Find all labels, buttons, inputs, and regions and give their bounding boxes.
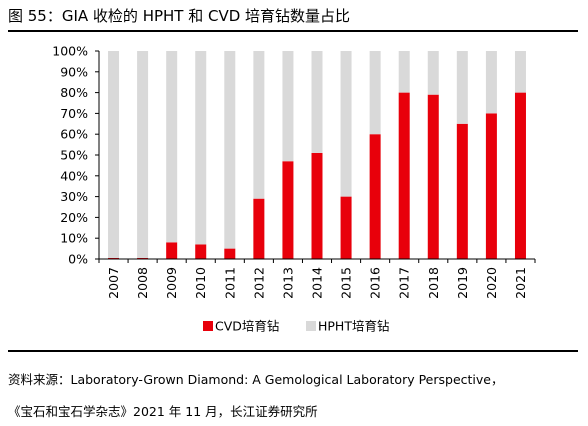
- bar-cvd-2007: [108, 257, 120, 259]
- bar-cvd-2010: [195, 244, 207, 259]
- bars-layer: [108, 51, 526, 260]
- figure-title: 图 55：GIA 收检的 HPHT 和 CVD 培育钻数量占比: [8, 7, 351, 25]
- y-tick-label: 80%: [60, 85, 88, 100]
- legend-swatch-cvd: [203, 321, 213, 331]
- y-tick-label: 10%: [60, 231, 88, 246]
- y-tick-label: 70%: [60, 106, 88, 121]
- x-tick-labels: 2007 2008 2009 2010 2011 2012 2013 2014 2015 2016…: [106, 267, 528, 299]
- top-rule: [8, 30, 578, 32]
- bar-cvd-2015: [340, 196, 352, 259]
- bar-cvd-2014: [311, 152, 323, 259]
- x-tick-label: 2009: [164, 267, 179, 299]
- bar-hpht-2007: [108, 51, 120, 258]
- y-tick-label: 40%: [60, 168, 88, 183]
- bar-cvd-2021: [514, 92, 526, 259]
- x-tick-label: 2017: [397, 267, 412, 299]
- legend-swatch-hpht: [306, 321, 316, 331]
- bar-hpht-2008: [137, 51, 149, 258]
- bar-cvd-2013: [282, 161, 294, 259]
- x-tick-label: 2008: [135, 267, 150, 299]
- bar-cvd-2020: [485, 113, 497, 260]
- x-tick-label: 2010: [193, 267, 208, 299]
- bar-hpht-2011: [224, 51, 236, 249]
- legend-label-cvd: CVD培育钻: [215, 319, 279, 334]
- y-tick-label: 100%: [52, 44, 88, 59]
- x-tick-label: 2011: [222, 267, 237, 299]
- bar-cvd-2017: [398, 92, 410, 259]
- x-tick-label: 2020: [484, 267, 499, 299]
- bar-cvd-2009: [166, 242, 178, 259]
- y-tick-label: 0%: [68, 252, 88, 267]
- y-tick-label: 50%: [60, 148, 88, 163]
- x-tick-label: 2021: [513, 267, 528, 299]
- x-tick-label: 2016: [368, 267, 383, 299]
- bar-hpht-2018: [427, 51, 439, 95]
- bar-cvd-2018: [427, 94, 439, 260]
- bar-cvd-2008: [137, 257, 149, 259]
- y-tick-label: 90%: [60, 64, 88, 79]
- x-tick-label: 2014: [310, 267, 325, 299]
- bar-hpht-2014: [311, 51, 323, 153]
- bar-hpht-2013: [282, 51, 294, 162]
- stacked-bar-chart: 0%10%20%30%40%50%60%70%80%90%100% 2007 20…: [52, 44, 536, 334]
- y-tick-label: 30%: [60, 189, 88, 204]
- y-tick-label: 20%: [60, 210, 88, 225]
- source-note-line-2: 《宝石和宝石学杂志》2021 年 11 月，长江证券研究所: [8, 404, 318, 419]
- bar-hpht-2009: [166, 51, 178, 243]
- bar-hpht-2019: [456, 51, 468, 124]
- x-tick-label: 2012: [251, 267, 266, 299]
- axes-layer: [95, 50, 536, 263]
- y-tick-label: 60%: [60, 127, 88, 142]
- x-tick-label: 2013: [280, 267, 295, 299]
- x-tick-label: 2018: [426, 267, 441, 299]
- bar-cvd-2019: [456, 123, 468, 259]
- bar-hpht-2015: [340, 51, 352, 197]
- legend-label-hpht: HPHT培育钻: [318, 319, 389, 334]
- bar-hpht-2010: [195, 51, 207, 245]
- bar-hpht-2016: [369, 51, 381, 135]
- bar-hpht-2012: [253, 51, 265, 199]
- y-tick-labels: 0% 10% 20% 30% 40% 50% 60% 70% 80% 90% 100%: [52, 44, 88, 267]
- chart-legend: CVD培育钻 HPHT培育钻: [203, 319, 389, 334]
- source-note-line-1: 资料来源：Laboratory-Grown Diamond: A Gemolog…: [8, 372, 504, 387]
- x-tick-label: 2019: [455, 267, 470, 299]
- bar-hpht-2020: [485, 51, 497, 114]
- bar-hpht-2017: [398, 51, 410, 93]
- bottom-rule: [8, 350, 578, 352]
- bar-cvd-2012: [253, 198, 265, 259]
- bar-cvd-2016: [369, 134, 381, 259]
- x-tick-label: 2015: [339, 267, 354, 299]
- x-tick-label: 2007: [106, 267, 121, 299]
- bar-cvd-2011: [224, 248, 236, 259]
- bar-hpht-2021: [514, 51, 526, 93]
